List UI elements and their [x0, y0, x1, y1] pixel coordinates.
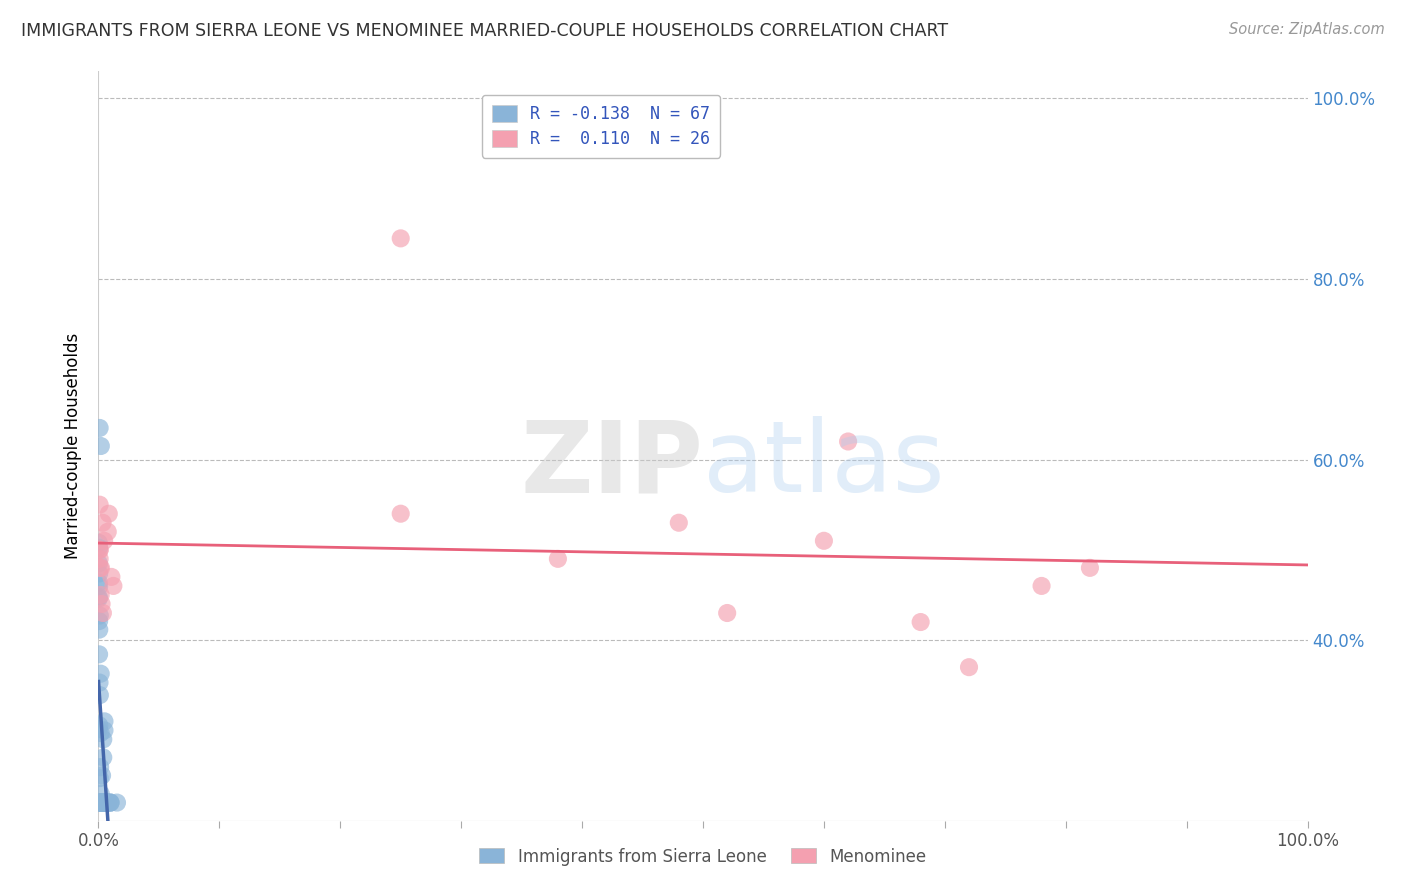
Point	[90, 796, 112, 810]
Point	[90, 561, 112, 575]
Point	[91, 796, 114, 810]
Point	[89, 623, 111, 637]
Point	[89, 718, 111, 732]
Point	[93, 796, 115, 810]
Point	[89, 552, 111, 566]
Point	[93, 796, 115, 810]
Text: atlas: atlas	[703, 417, 945, 513]
Point	[87, 614, 110, 628]
Point	[957, 660, 980, 674]
Point	[91, 796, 114, 810]
Point	[90, 796, 112, 810]
Point	[89, 760, 111, 774]
Point	[93, 796, 115, 810]
Point	[87, 648, 110, 662]
Point	[94, 796, 117, 810]
Point	[910, 615, 932, 629]
Point	[100, 796, 122, 810]
Point	[97, 524, 120, 539]
Point	[89, 796, 111, 810]
Point	[93, 796, 115, 810]
Point	[89, 498, 111, 512]
Point	[716, 606, 738, 620]
Text: Source: ZipAtlas.com: Source: ZipAtlas.com	[1229, 22, 1385, 37]
Point	[91, 750, 114, 764]
Point	[94, 796, 117, 810]
Point	[91, 606, 114, 620]
Point	[91, 732, 114, 747]
Point	[90, 796, 112, 810]
Point	[89, 566, 111, 581]
Point	[93, 796, 115, 810]
Point	[90, 439, 112, 453]
Point	[93, 714, 115, 729]
Point	[96, 796, 118, 810]
Point	[89, 771, 111, 785]
Point	[87, 590, 110, 604]
Point	[89, 561, 111, 575]
Point	[91, 796, 114, 810]
Point	[90, 796, 112, 810]
Point	[89, 542, 111, 557]
Point	[89, 688, 111, 702]
Point	[668, 516, 690, 530]
Point	[97, 507, 120, 521]
Point	[90, 787, 112, 801]
Point	[93, 723, 115, 738]
Point	[97, 796, 120, 810]
Point	[91, 796, 114, 810]
Point	[90, 796, 112, 810]
Point	[91, 768, 114, 782]
Point	[90, 588, 112, 602]
Point	[100, 796, 122, 810]
Point	[389, 507, 412, 521]
Point	[90, 597, 112, 611]
Point	[87, 536, 110, 550]
Point	[91, 796, 114, 810]
Point	[90, 666, 112, 681]
Point	[93, 796, 115, 810]
Point	[87, 591, 110, 606]
Point	[89, 421, 111, 435]
Point	[98, 796, 121, 810]
Point	[87, 557, 110, 571]
Point	[96, 796, 118, 810]
Point	[547, 552, 569, 566]
Point	[87, 541, 110, 555]
Text: ZIP: ZIP	[520, 417, 703, 513]
Point	[89, 579, 111, 593]
Point	[89, 608, 111, 623]
Point	[90, 796, 112, 810]
Point	[837, 434, 859, 449]
Point	[1078, 561, 1101, 575]
Point	[389, 231, 412, 245]
Point	[105, 796, 128, 810]
Point	[93, 533, 115, 548]
Point	[91, 796, 114, 810]
Point	[90, 796, 112, 810]
Point	[93, 796, 115, 810]
Point	[89, 796, 111, 810]
Point	[1031, 579, 1053, 593]
Point	[91, 796, 114, 810]
Point	[103, 579, 125, 593]
Text: IMMIGRANTS FROM SIERRA LEONE VS MENOMINEE MARRIED-COUPLE HOUSEHOLDS CORRELATION : IMMIGRANTS FROM SIERRA LEONE VS MENOMINE…	[21, 22, 948, 40]
Point	[91, 796, 114, 810]
Point	[93, 796, 115, 810]
Point	[91, 796, 114, 810]
Point	[813, 533, 835, 548]
Point	[90, 796, 112, 810]
Y-axis label: Married-couple Households: Married-couple Households	[65, 333, 83, 559]
Point	[89, 675, 111, 690]
Point	[87, 722, 110, 736]
Legend: Immigrants from Sierra Leone, Menominee: Immigrants from Sierra Leone, Menominee	[472, 841, 934, 872]
Point	[91, 516, 114, 530]
Point	[90, 796, 112, 810]
Point	[96, 796, 118, 810]
Point	[89, 542, 111, 557]
Point	[90, 726, 112, 740]
Point	[100, 570, 122, 584]
Point	[91, 796, 114, 810]
Point	[87, 575, 110, 590]
